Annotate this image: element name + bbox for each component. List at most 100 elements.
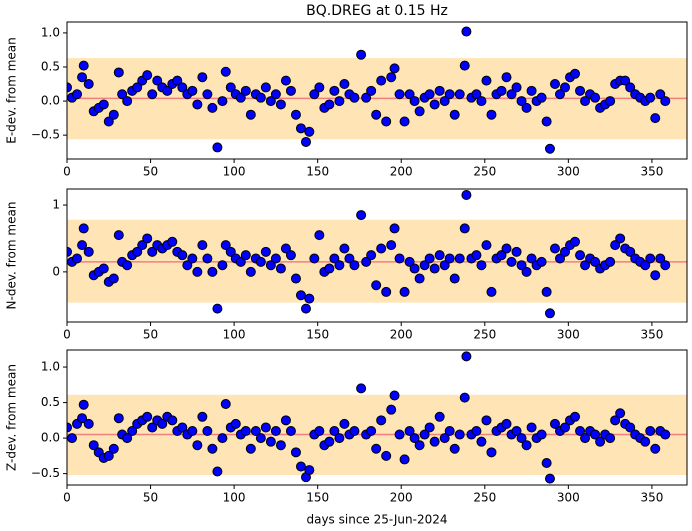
data-point xyxy=(197,240,208,251)
data-point xyxy=(409,263,420,274)
data-point xyxy=(580,96,591,107)
data-point xyxy=(167,236,178,247)
data-point xyxy=(620,75,631,86)
data-point xyxy=(496,250,507,261)
data-point xyxy=(225,82,236,93)
data-point xyxy=(77,72,88,83)
data-point xyxy=(371,443,382,454)
data-point xyxy=(290,447,301,458)
data-point xyxy=(349,92,360,103)
data-point xyxy=(650,443,661,454)
data-point xyxy=(414,106,425,117)
data-point xyxy=(575,85,586,96)
data-point xyxy=(429,263,440,274)
data-point xyxy=(404,426,415,436)
data-point xyxy=(496,85,507,96)
data-point xyxy=(67,433,78,444)
data-point xyxy=(511,426,522,436)
data-point xyxy=(521,440,532,451)
data-point xyxy=(270,89,281,100)
x-axis-label: days since 25-Jun-2024 xyxy=(306,513,447,527)
data-point xyxy=(610,240,621,251)
data-point xyxy=(386,404,397,415)
data-point xyxy=(526,422,537,433)
chart-title: BQ.DREG at 0.15 Hz xyxy=(306,3,448,19)
data-point xyxy=(212,303,223,314)
data-point xyxy=(255,92,266,103)
axes-frame xyxy=(66,21,688,160)
data-point xyxy=(459,223,470,234)
data-point xyxy=(536,256,547,267)
data-point xyxy=(449,443,460,454)
data-point xyxy=(255,433,266,444)
x-tick-label: 350 xyxy=(640,491,663,505)
data-point xyxy=(98,99,109,110)
data-point xyxy=(610,415,621,426)
data-point xyxy=(260,422,271,433)
data-point xyxy=(541,286,552,297)
data-point xyxy=(625,82,636,93)
data-point xyxy=(122,433,133,444)
data-point xyxy=(615,233,626,244)
data-point xyxy=(217,260,228,271)
data-point xyxy=(127,426,138,436)
data-point xyxy=(177,422,188,433)
data-point xyxy=(334,433,345,444)
data-point xyxy=(660,260,671,271)
data-point xyxy=(526,85,537,96)
data-point xyxy=(356,383,367,394)
data-point xyxy=(72,253,83,264)
data-point xyxy=(339,418,350,429)
data-point xyxy=(275,99,286,110)
axes-frame xyxy=(66,188,688,323)
data-point xyxy=(511,246,522,257)
data-point xyxy=(356,49,367,60)
data-point xyxy=(152,75,163,86)
data-point xyxy=(461,190,472,201)
data-point xyxy=(334,96,345,107)
data-point xyxy=(371,109,382,120)
data-point xyxy=(516,96,527,107)
data-point xyxy=(541,116,552,127)
data-point xyxy=(526,253,537,264)
data-point xyxy=(103,116,114,127)
plot-area xyxy=(67,26,687,154)
data-point xyxy=(270,253,281,264)
data-point xyxy=(329,85,340,96)
data-point xyxy=(113,67,124,78)
data-point xyxy=(371,280,382,291)
x-tick-label: 150 xyxy=(306,165,329,179)
data-point xyxy=(361,256,372,267)
data-point xyxy=(122,260,133,271)
data-point xyxy=(300,303,311,314)
data-point xyxy=(570,68,581,79)
data-point xyxy=(399,286,410,297)
x-tick-label: 0 xyxy=(63,328,71,342)
data-point xyxy=(645,253,656,264)
data-point xyxy=(304,293,315,304)
data-point xyxy=(439,433,450,444)
data-point xyxy=(580,260,591,271)
data-point xyxy=(285,250,296,261)
data-point xyxy=(177,250,188,261)
data-point xyxy=(349,260,360,271)
data-point xyxy=(389,390,400,401)
data-point xyxy=(334,260,345,271)
y-tick-label: 0.0 xyxy=(41,94,60,108)
data-point xyxy=(245,266,256,277)
data-point xyxy=(404,89,415,100)
data-point xyxy=(197,411,208,422)
data-point xyxy=(157,418,168,429)
data-point xyxy=(486,447,497,458)
data-point xyxy=(409,96,420,107)
data-point xyxy=(645,426,656,436)
data-point xyxy=(67,422,72,433)
data-point xyxy=(117,89,128,100)
data-point xyxy=(78,399,89,410)
data-point xyxy=(501,72,512,83)
data-point xyxy=(506,89,517,100)
y-tick-label: 1.0 xyxy=(41,360,60,374)
data-point xyxy=(549,418,560,429)
data-point xyxy=(275,263,286,274)
